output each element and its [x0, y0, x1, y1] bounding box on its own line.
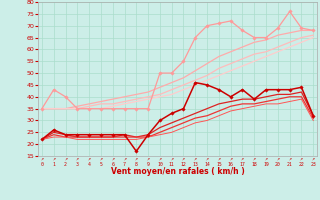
X-axis label: Vent moyen/en rafales ( km/h ): Vent moyen/en rafales ( km/h ) [111, 167, 244, 176]
